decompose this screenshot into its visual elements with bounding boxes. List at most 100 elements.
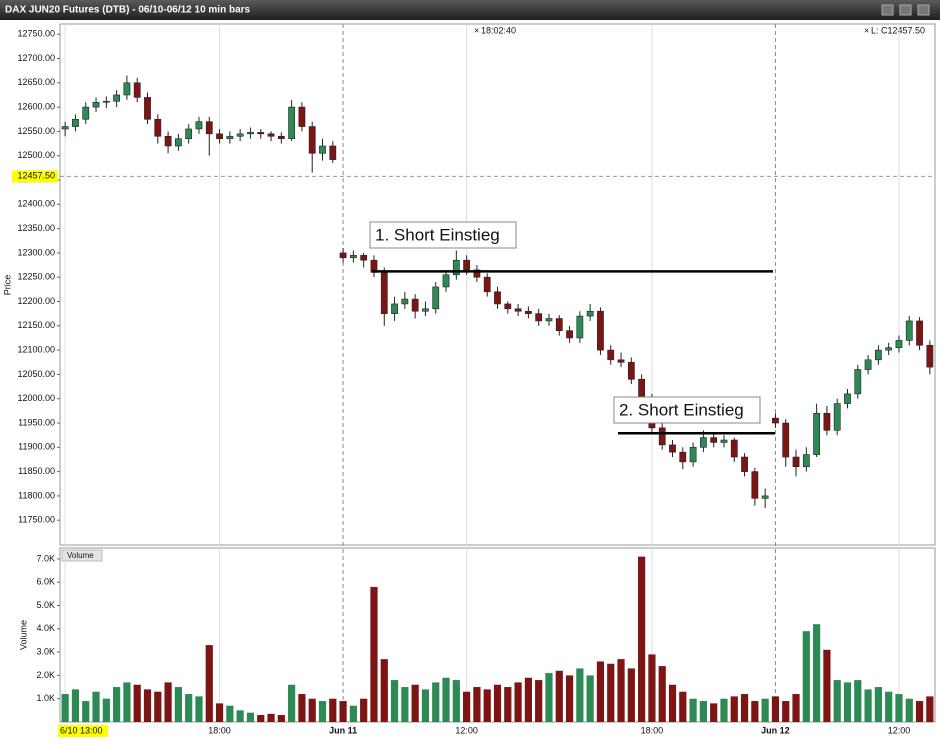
- volume-bar: [915, 701, 924, 722]
- candle-body: [535, 313, 543, 322]
- maximize-button[interactable]: [899, 4, 912, 16]
- volume-bar: [401, 687, 409, 722]
- volume-bar: [432, 682, 440, 722]
- y-tick-label: 3.0K: [36, 646, 55, 656]
- annotation-box: [613, 396, 761, 424]
- candle-body: [607, 349, 615, 361]
- candle-body: [494, 291, 501, 305]
- volume-bar: [699, 701, 707, 722]
- candle-body: [205, 121, 213, 135]
- volume-bar: [679, 691, 687, 722]
- y-tick-label: 11950.00: [18, 417, 55, 427]
- volume-bar: [102, 698, 110, 722]
- candle-body: [216, 133, 223, 139]
- x-label-highlight: [58, 725, 108, 737]
- candle-body: [710, 437, 718, 443]
- volume-bar: [771, 696, 780, 722]
- candle-body: [401, 298, 409, 305]
- volume-bar: [226, 705, 234, 722]
- y-tick-label: 6.0K: [36, 577, 55, 587]
- candle-body: [772, 417, 779, 424]
- annotation-text: 1. Short Einstieg: [375, 225, 500, 244]
- x-tick-label: 6/10 13:00: [60, 725, 103, 735]
- volume-bar: [442, 677, 450, 722]
- candle-body: [638, 378, 646, 400]
- volume-bar: [421, 689, 430, 722]
- candle-body: [288, 106, 296, 139]
- volume-bar: [380, 659, 388, 722]
- candle-body: [597, 310, 604, 351]
- x-tick-label: 18:00: [208, 725, 231, 735]
- volume-bar: [370, 586, 378, 722]
- window-title: DAX JUN20 Futures (DTB) - 06/10-06/12 10…: [5, 5, 251, 16]
- y-tick-label: 1.0K: [36, 693, 55, 703]
- last-price-label: 12457.50: [17, 171, 55, 181]
- volume-bar: [318, 701, 327, 722]
- candle-body: [154, 118, 162, 137]
- x-tick-label: 12:00: [455, 725, 478, 735]
- candle-body: [741, 456, 748, 472]
- volume-bar: [638, 556, 646, 722]
- y-tick-label: 11850.00: [18, 466, 55, 476]
- close-button[interactable]: [917, 4, 930, 16]
- volume-bar: [82, 701, 90, 722]
- y-tick-label: 12600.00: [17, 101, 55, 111]
- candle-body: [308, 126, 316, 154]
- candle-body: [720, 439, 728, 443]
- y-tick-label: 12050.00: [17, 369, 55, 379]
- candle-body: [885, 347, 893, 351]
- volume-bar: [360, 698, 368, 722]
- candle-body: [844, 393, 851, 404]
- candle-body: [349, 255, 357, 259]
- volume-bar: [864, 689, 872, 722]
- minimize-button[interactable]: [881, 4, 894, 16]
- y-tick-label: 11800.00: [18, 490, 55, 500]
- candle-body: [422, 308, 429, 312]
- last-icon: ×: [864, 25, 869, 35]
- candle-body: [247, 132, 254, 135]
- volume-bar: [133, 684, 141, 722]
- volume-bar: [174, 687, 182, 722]
- volume-bar: [833, 680, 841, 722]
- volume-bar: [658, 666, 666, 722]
- candle-body: [380, 272, 388, 314]
- candle-body: [144, 97, 151, 120]
- volume-bar: [792, 694, 800, 722]
- candle-body: [586, 310, 594, 317]
- candle-body: [823, 412, 831, 431]
- y-tick-label: 12100.00: [17, 344, 55, 354]
- candle-body: [267, 133, 275, 137]
- candle-body: [391, 303, 398, 314]
- candle-body: [329, 145, 337, 160]
- y-tick-label: 12400.00: [17, 199, 55, 209]
- candle-body: [236, 133, 244, 137]
- volume-bar: [257, 715, 265, 722]
- candle-body: [658, 427, 666, 446]
- volume-bar: [92, 691, 100, 722]
- y-tick-label: 12700.00: [17, 53, 55, 63]
- volume-axis-label: Volume: [18, 620, 28, 650]
- volume-bar: [61, 694, 69, 722]
- volume-bar: [71, 689, 80, 722]
- volume-bar: [607, 663, 615, 722]
- volume-bar: [730, 696, 738, 722]
- volume-bar: [648, 654, 656, 722]
- y-tick-label: 12500.00: [17, 150, 55, 160]
- volume-bar: [195, 696, 203, 722]
- volume-bar: [627, 668, 635, 722]
- candle-body: [432, 286, 440, 310]
- candle-body: [463, 259, 471, 271]
- candle-body: [82, 106, 90, 120]
- volume-bar: [905, 698, 913, 722]
- candle-body: [226, 135, 234, 139]
- volume-bar: [586, 675, 594, 722]
- candle-body: [669, 444, 676, 453]
- volume-bar: [246, 712, 255, 722]
- candle-body: [123, 82, 131, 96]
- volume-bar: [751, 701, 759, 722]
- volume-bar: [535, 680, 543, 722]
- candle-body: [185, 128, 193, 139]
- volume-bar: [267, 713, 275, 722]
